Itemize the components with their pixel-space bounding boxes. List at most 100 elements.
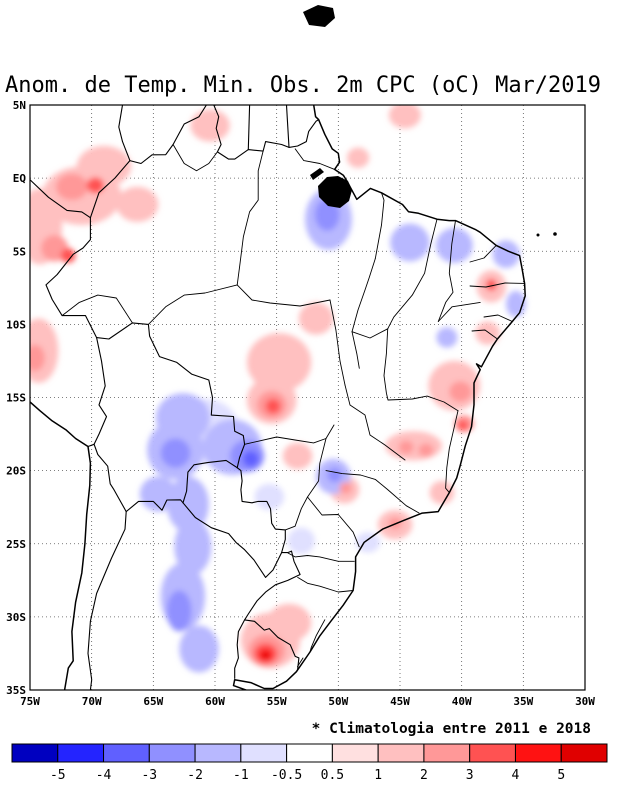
colorbar-segment [240,743,288,763]
state-border-acre [61,294,133,324]
border-bolivia-brazil [96,322,246,469]
lat-tick-label: 30S [6,611,26,624]
state-border-matogrosso-goias [329,299,346,386]
state-border-santacatarina-rs [297,576,354,593]
state-border-para-matogrosso [236,284,331,307]
colorbar-segment [331,743,379,763]
state-border-pernambuco-bahia [437,301,481,322]
colorbar-segment [377,743,425,763]
state-border-goias-minas [344,384,406,461]
lat-tick-label: 35S [6,684,26,697]
lat-tick-label: 25S [6,538,26,551]
colorbar-tick-label: -2 [187,768,203,783]
anomaly-blob [298,302,334,335]
lat-tick-label: 10S [6,318,26,331]
colorbar-tick-label: -4 [96,768,112,783]
anomaly-blob [174,518,212,575]
lon-tick-label: 65W [143,695,163,708]
anomaly-layer [30,105,526,673]
border-venezuela-brazil [129,105,207,165]
anomaly-blob [485,279,497,291]
state-border-layer [61,144,526,667]
anomaly-blob [347,147,370,168]
border-suriname-guiana [285,105,290,148]
chart-title: Anom. de Temp. Min. Obs. 2m CPC (oC) Mar… [5,73,601,98]
anomaly-blob [388,105,421,129]
anomaly-blob [436,327,458,348]
border-peru-colombia-javari [30,179,98,339]
lon-tick-label: 70W [82,695,102,708]
state-border-piaui-ceara [437,220,456,322]
border-paraguay-argentina [182,502,283,578]
anomaly-blob [287,527,315,554]
lat-tick-label: 5N [13,99,26,112]
colorbar-segment [194,743,242,763]
lagoon-dos-patos [297,619,326,667]
island-dot [553,232,557,236]
anomaly-blob [429,480,455,505]
state-border-paraiba-pernambuco [469,282,526,288]
lat-tick-label: 20S [6,465,26,478]
state-border-bahia-minas [383,328,459,412]
anomaly-blob [266,603,312,642]
state-border-ms-mt [244,424,335,445]
state-border-maranhao-piaui [387,218,438,330]
amazon-delta [318,176,352,208]
colorbar-tick-label: 4 [512,768,520,783]
anomaly-blob [418,443,434,457]
colorbar-segment [560,743,608,763]
lon-tick-label: 45W [390,695,410,708]
border-brazil-uruguay [244,619,300,673]
amazon-channel [310,168,324,180]
anomaly-blob [449,381,472,402]
colorbar-segment [103,743,150,763]
colorbar-tick-label: 3 [466,768,474,783]
lon-tick-label: 35W [513,695,533,708]
state-border-para-maranhao [374,192,385,260]
anomaly-blob [327,467,342,483]
lon-tick-label: 55W [267,695,287,708]
border-argentina-brazil [244,550,301,621]
border-paraguay-brazil [236,467,286,554]
colorbar-segment [286,743,333,763]
lon-tick-label: 50W [328,695,348,708]
lon-tick-label: 30W [575,695,595,708]
state-border-minas-espiritosanto [445,410,459,494]
colorbar-tick-label: 0.5 [321,768,344,783]
state-border-sergipe [471,329,498,340]
anomaly-blob [179,625,219,673]
anomaly-blob [190,109,230,142]
colorbar-tick-label: -5 [50,768,66,783]
anomaly-blob [398,440,414,454]
anomaly-blob [55,173,88,201]
anomaly-blob [60,248,76,263]
climatology-note: * Climatologia entre 2011 e 2018 [312,721,591,737]
anomaly-blob [86,177,104,194]
colorbar-tick-label: -1 [233,768,249,783]
colorbar-segment [469,743,516,763]
colorbar-segment [514,743,562,763]
anomaly-blob [247,333,312,392]
border-argentina-uruguay [234,619,246,679]
anomaly-blob [254,483,285,511]
anomaly-blob [261,652,270,659]
state-border-saopaulo-parana [307,496,360,548]
anomaly-blob [166,476,209,533]
state-border-amapa [294,148,336,170]
top-mark [303,5,335,27]
coastline-atlantic [232,105,526,690]
state-border-amazonas-para [236,150,264,286]
lat-tick-label: 5S [13,245,26,258]
anomaly-blob [76,145,132,187]
colorbar-tick-label: 1 [374,768,382,783]
coastline-layer [30,105,526,690]
lat-tick-label: 15S [6,392,26,405]
anomaly-blob [339,482,352,495]
state-border-alagoas [483,314,513,322]
state-border-roraima [172,144,218,172]
colorbar-tick-label: -3 [141,768,157,783]
country-border-layer [30,105,320,690]
anomaly-blob [385,431,442,461]
